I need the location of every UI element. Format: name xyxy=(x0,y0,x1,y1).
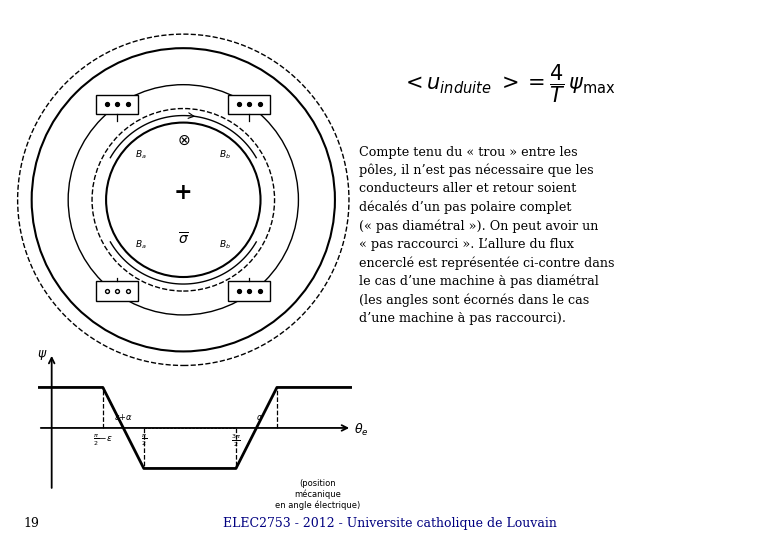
Text: Compte tenu du « trou » entre les
pôles, il n’est pas nécessaire que les
conduct: Compte tenu du « trou » entre les pôles,… xyxy=(360,146,615,325)
Bar xyxy=(229,94,271,114)
Text: $B_b$: $B_b$ xyxy=(219,239,232,251)
Text: $\otimes$: $\otimes$ xyxy=(176,134,190,148)
Text: $B_a$: $B_a$ xyxy=(136,239,147,251)
Text: $\psi$: $\psi$ xyxy=(37,348,48,362)
Bar xyxy=(96,94,138,114)
Text: $< u_{induite}\ >=\dfrac{4}{T}\,\psi_{\rm max}$: $< u_{induite}\ >=\dfrac{4}{T}\,\psi_{\r… xyxy=(401,62,615,105)
Text: 19: 19 xyxy=(23,517,39,530)
Text: $\frac{3\pi}{2}$: $\frac{3\pi}{2}$ xyxy=(231,433,241,449)
Text: $\frac{\pi}{2}\!-\!\varepsilon$: $\frac{\pi}{2}\!-\!\varepsilon$ xyxy=(93,433,113,448)
Text: $\alpha$: $\alpha$ xyxy=(256,413,264,422)
Text: +: + xyxy=(174,182,193,204)
Text: $\frac{\pi}{2}$: $\frac{\pi}{2}$ xyxy=(141,433,147,448)
Text: $\overline{\sigma}$: $\overline{\sigma}$ xyxy=(178,231,189,247)
Text: $\varepsilon$+$\alpha$: $\varepsilon$+$\alpha$ xyxy=(114,412,133,422)
Bar xyxy=(96,281,138,301)
Text: $B_a$: $B_a$ xyxy=(136,148,147,161)
Text: (position
mécanique
en angle électrique): (position mécanique en angle électrique) xyxy=(275,478,360,510)
Text: ELEC2753 - 2012 - Universite catholique de Louvain: ELEC2753 - 2012 - Universite catholique … xyxy=(223,517,557,530)
Text: $\theta_e$: $\theta_e$ xyxy=(353,422,368,438)
Bar xyxy=(229,281,271,301)
Text: $B_b$: $B_b$ xyxy=(219,148,232,161)
